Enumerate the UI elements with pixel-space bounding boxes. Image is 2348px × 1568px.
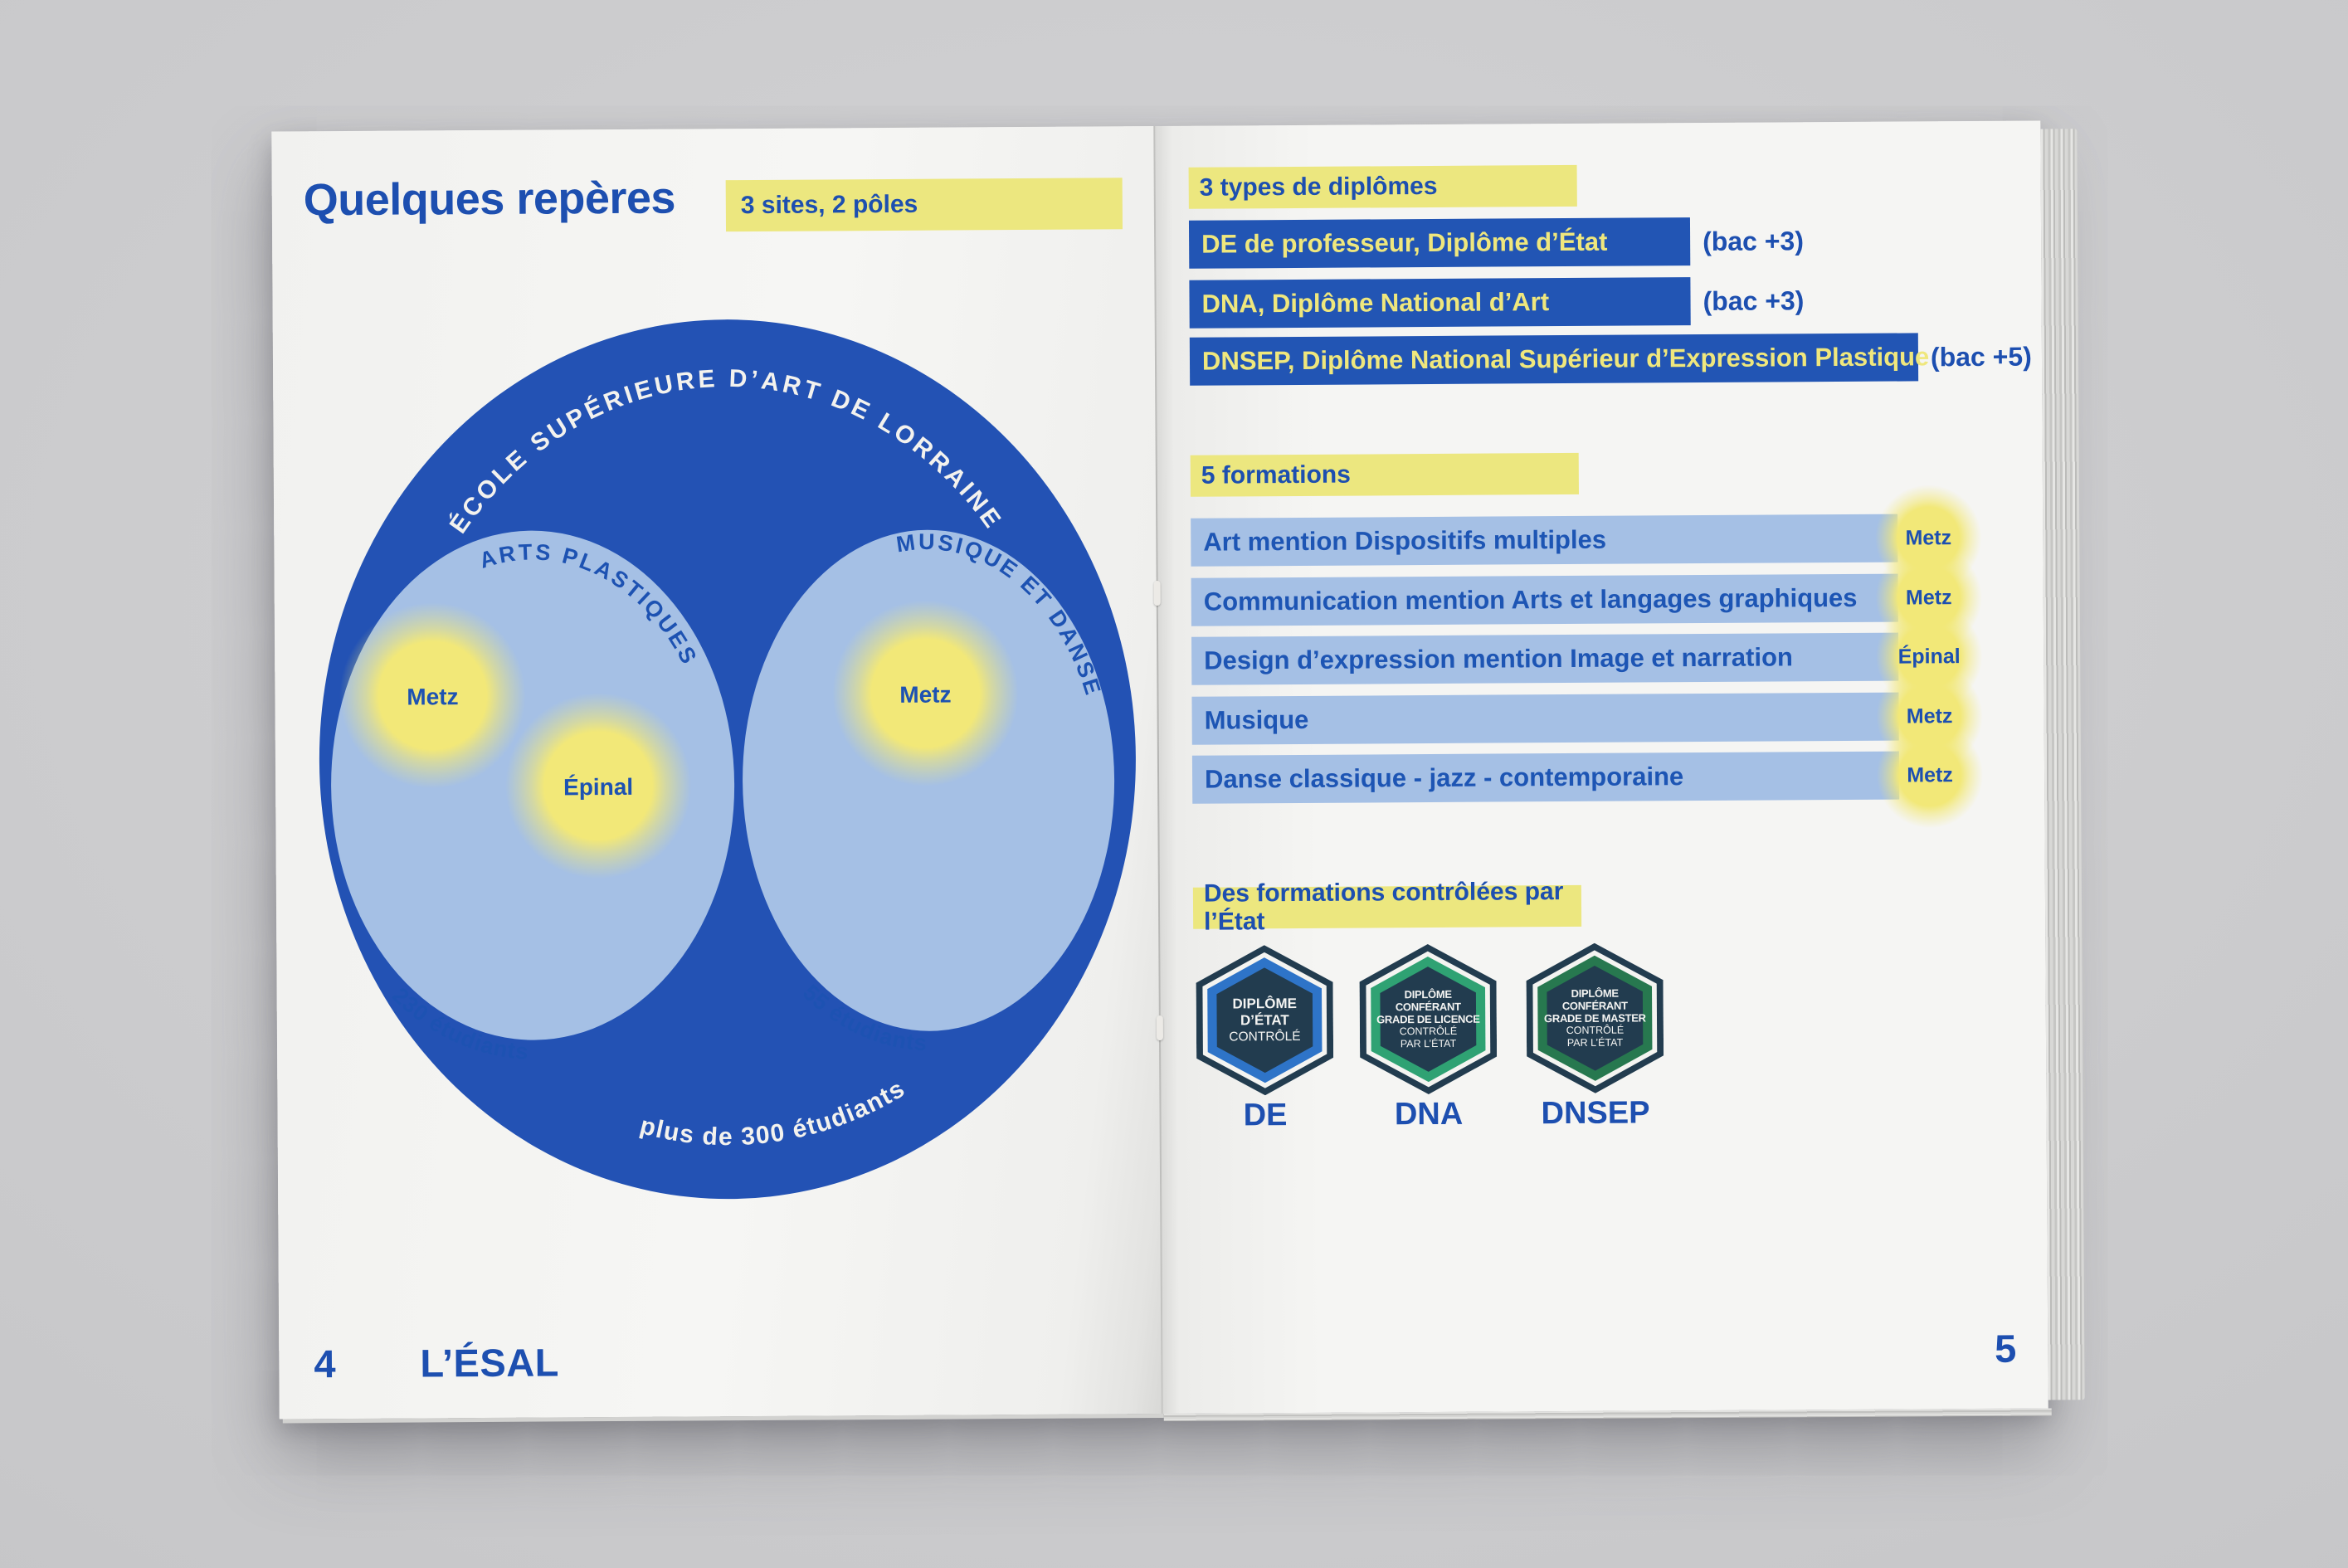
- badge-line: DIPLÔME: [1571, 986, 1619, 1000]
- state-control-heading-tag: Des formations contrôlées par l’État: [1192, 878, 1582, 936]
- site-circle-epinal-arts: [505, 693, 692, 879]
- badge-line: DIPLÔME: [1232, 995, 1297, 1011]
- formation-bar-communication: Communication mention Arts et langages g…: [1191, 573, 1898, 626]
- formation-bar-art: Art mention Dispositifs multiples: [1191, 514, 1898, 567]
- site-label: Metz: [1907, 762, 1953, 787]
- diploma-level-dnsep: (bac +5): [1930, 341, 2032, 372]
- badge-line: GRADE DE LICENCE: [1376, 1012, 1480, 1026]
- site-label-metz-musique: Metz: [899, 682, 951, 708]
- badge-label-de: DE: [1243, 1098, 1288, 1133]
- formation-bar-danse: Danse classique - jazz - contemporaine: [1191, 751, 1900, 804]
- formations-heading-tag: 5 formations: [1190, 452, 1579, 497]
- state-control-heading: Des formations contrôlées par l’État: [1203, 878, 1564, 936]
- badge-line: PAR L’ÉTAT: [1400, 1037, 1457, 1050]
- brochure-spread: Quelques repères 3 sites, 2 pôles: [271, 120, 2085, 1424]
- badge-de-text: DIPLÔME D’ÉTAT CONTRÔLÉ: [1196, 945, 1333, 1096]
- hexagon-badge-icon: [1359, 944, 1498, 1095]
- hexagon-badge-icon: [1526, 942, 1664, 1093]
- page-number-right: 5: [1994, 1326, 2017, 1371]
- site-label-metz-arts: Metz: [407, 684, 458, 709]
- diploma-level-dna: (bac +3): [1703, 285, 1805, 316]
- badge-line: PAR L’ÉTAT: [1566, 1036, 1624, 1049]
- badge-label-dna: DNA: [1394, 1096, 1464, 1132]
- diploma-badge-de-icon: DIPLÔME D’ÉTAT CONTRÔLÉ: [1196, 945, 1334, 1096]
- formation-site-danse: Metz: [1876, 721, 1984, 829]
- diploma-badge-dnsep-icon: DIPLÔME CONFÉRANT GRADE DE MASTER CONTRÔ…: [1526, 942, 1664, 1093]
- badge-line: DIPLÔME: [1404, 987, 1452, 1001]
- badge-line: CONTRÔLÉ: [1399, 1025, 1458, 1038]
- badge-line: CONTRÔLÉ: [1566, 1024, 1625, 1037]
- diplomas-heading: 3 types de diplômes: [1199, 172, 1438, 202]
- formations-heading: 5 formations: [1201, 460, 1351, 489]
- site-circle-metz-musique: [832, 600, 1019, 786]
- page-number-left: 4: [314, 1342, 336, 1386]
- diploma-level-de: (bac +3): [1703, 225, 1805, 256]
- footer-left: 4 L’ÉSAL: [279, 1336, 1162, 1399]
- page-right: 3 types de diplômes DE de professeur, Di…: [1154, 120, 2048, 1414]
- diplomas-heading-tag: 3 types de diplômes: [1188, 164, 1577, 209]
- badge-dna-text: DIPLÔME CONFÉRANT GRADE DE LICENCE CONTR…: [1359, 944, 1497, 1095]
- diploma-bar-dna: DNA, Diplôme National d’Art: [1189, 277, 1691, 329]
- hexagon-badge-icon: [1196, 945, 1334, 1096]
- right-page-content: 3 types de diplômes DE de professeur, Di…: [1154, 121, 2048, 1414]
- venn-diagram: ÉCOLE SUPÉRIEURE D’ART DE LORRAINE ARTS …: [319, 319, 1136, 1200]
- badge-dnsep-text: DIPLÔME CONFÉRANT GRADE DE MASTER CONTRÔ…: [1526, 942, 1664, 1093]
- badge-line: CONTRÔLÉ: [1229, 1029, 1301, 1044]
- page-left: Quelques repères 3 sites, 2 pôles: [271, 126, 1162, 1419]
- diploma-bar-dnsep: DNSEP, Diplôme National Supérieur d’Expr…: [1189, 333, 1929, 386]
- badge-line: D’ÉTAT: [1240, 1011, 1289, 1028]
- diploma-bar-de: DE de professeur, Diplôme d’État: [1188, 217, 1691, 269]
- badge-line: GRADE DE MASTER: [1543, 1011, 1646, 1025]
- site-label-epinal-arts: Épinal: [563, 774, 633, 801]
- binding-stitch: [1156, 1015, 1163, 1041]
- binding-stitch: [1153, 580, 1161, 606]
- footer-brand: L’ÉSAL: [420, 1340, 560, 1385]
- badge-label-dnsep: DNSEP: [1541, 1095, 1650, 1132]
- badge-line: CONFÉRANT: [1395, 1000, 1461, 1014]
- page-stack-edge-right: [2040, 129, 2085, 1400]
- diploma-badge-dna-icon: DIPLÔME CONFÉRANT GRADE DE LICENCE CONTR…: [1359, 944, 1498, 1095]
- formation-bar-design: Design d’expression mention Image et nar…: [1191, 632, 1899, 685]
- formation-bar-musique: Musique: [1191, 692, 1899, 745]
- site-circle-metz-arts: [339, 602, 526, 789]
- badge-line: CONFÉRANT: [1561, 999, 1628, 1013]
